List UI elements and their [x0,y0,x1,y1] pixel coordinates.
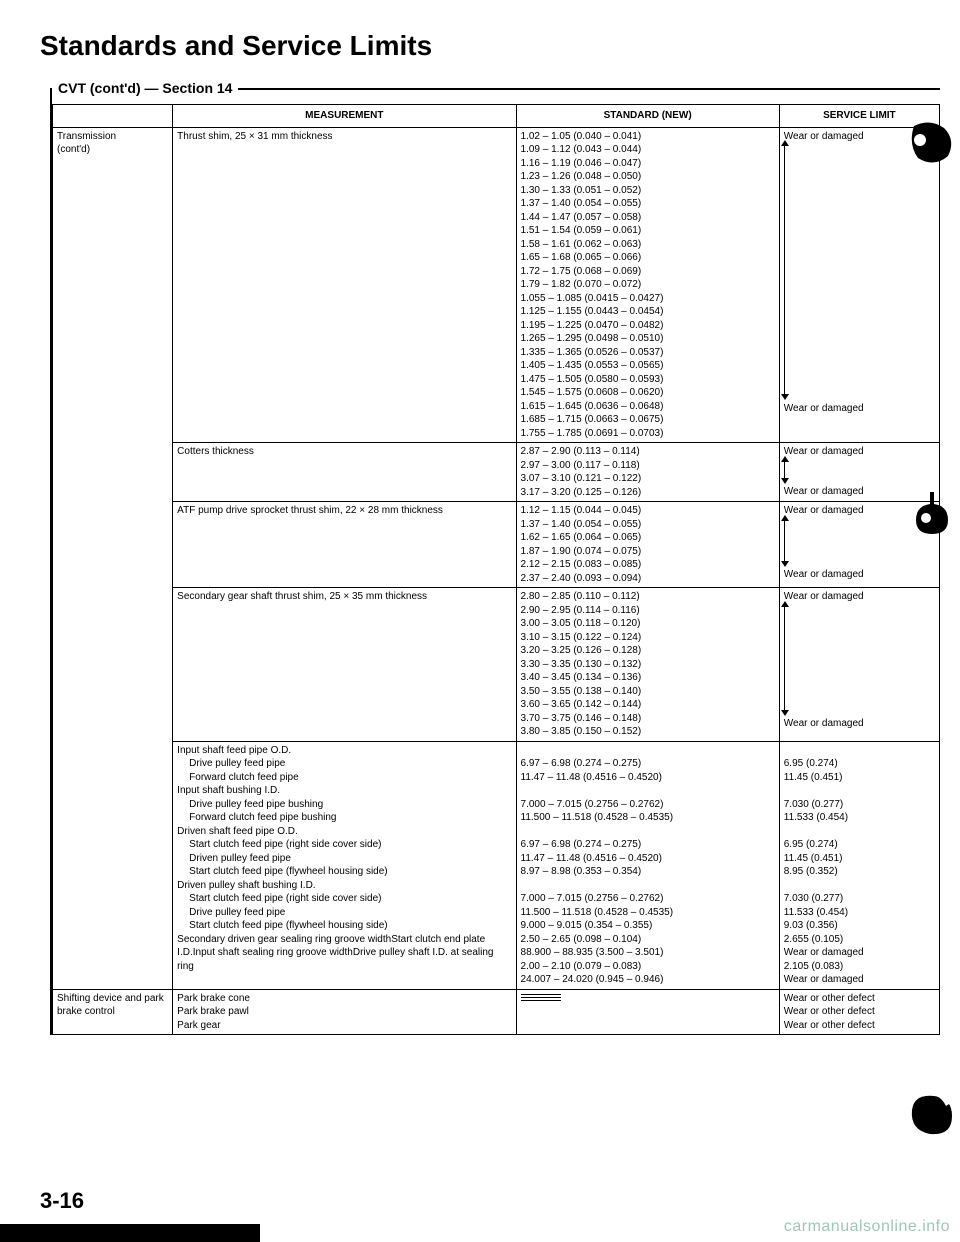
cat-transmission: Transmission (cont'd) [53,127,173,989]
meas-sec-shim: Secondary gear shaft thrust shim, 25 × 3… [173,588,516,742]
th-cat [53,105,173,128]
page-number: 3-16 [40,1188,84,1214]
lim-thrust-shim: Wear or damaged Wear or damaged [779,127,939,443]
th-meas: MEASUREMENT [173,105,516,128]
bottom-bar [0,1224,260,1242]
std-thrust-shim: 1.02 – 1.05 (0.040 – 0.041)1.09 – 1.12 (… [516,127,779,443]
std-sec-shim: 2.80 – 2.85 (0.110 – 0.112)2.90 – 2.95 (… [516,588,779,742]
std-park [516,989,779,1035]
meas-thrust-shim: Thrust shim, 25 × 31 mm thickness [173,127,516,443]
std-feed-pipes: 6.97 – 6.98 (0.274 – 0.275)11.47 – 11.48… [516,741,779,989]
watermark: carmanualsonline.info [784,1218,950,1236]
meas-atf-shim: ATF pump drive sprocket thrust shim, 22 … [173,502,516,588]
page-title: Standards and Service Limits [40,30,940,62]
lim-sec-shim: Wear or damaged Wear or damaged [779,588,939,742]
meas-park: Park brake conePark brake pawlPark gear [173,989,516,1035]
meas-feed-pipes: Input shaft feed pipe O.D.Drive pulley f… [173,741,516,989]
section-header: CVT (cont'd) — Section 14 [52,80,238,96]
margin-blob-icon [908,490,954,541]
th-std: STANDARD (NEW) [516,105,779,128]
meas-cotters: Cotters thickness [173,443,516,502]
std-cotters: 2.87 – 2.90 (0.113 – 0.114)2.97 – 3.00 (… [516,443,779,502]
std-atf-shim: 1.12 – 1.15 (0.044 – 0.045)1.37 – 1.40 (… [516,502,779,588]
margin-blob-icon [908,120,954,171]
lim-park: Wear or other defectWear or other defect… [779,989,939,1035]
margin-blob-icon [908,1090,954,1141]
cat-shifting: Shifting device and park brake control [53,989,173,1035]
spec-table: MEASUREMENT STANDARD (NEW) SERVICE LIMIT… [52,104,940,1035]
lim-feed-pipes: 6.95 (0.274)11.45 (0.451) 7.030 (0.277)1… [779,741,939,989]
